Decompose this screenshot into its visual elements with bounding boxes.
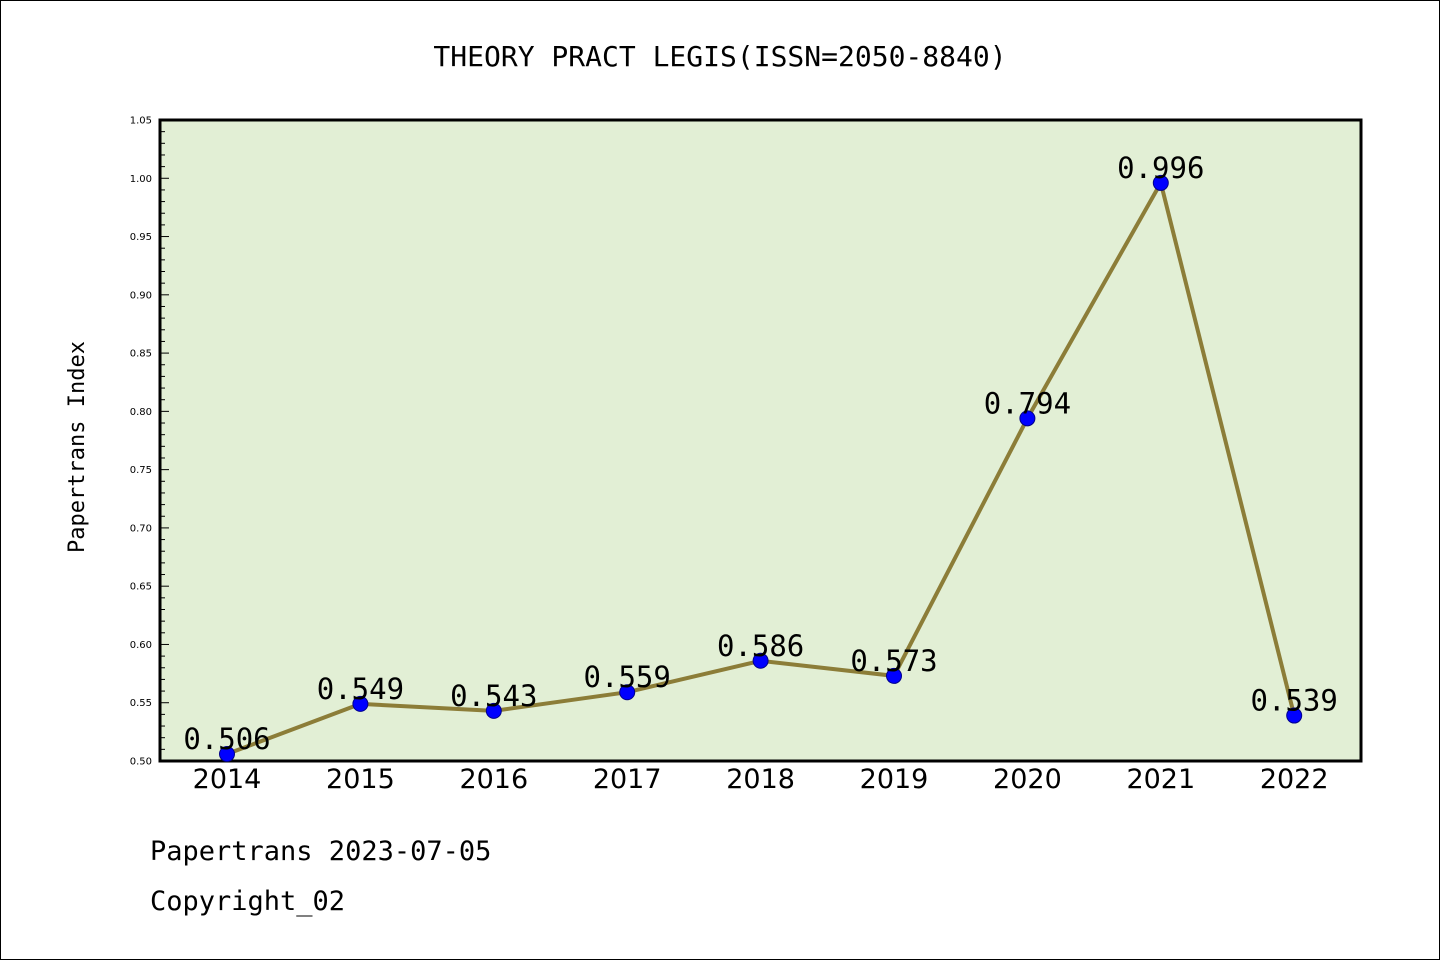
data-label: 0.539 <box>1251 684 1338 718</box>
markers <box>219 174 1303 763</box>
data-label: 0.573 <box>850 644 937 678</box>
data-point <box>886 667 902 684</box>
data-point <box>352 695 369 712</box>
x-tick-label: 2018 <box>726 764 795 795</box>
y-tick-label: 0.95 <box>130 232 152 243</box>
data-label: 0.506 <box>183 722 270 756</box>
x-tick-label: 2019 <box>860 764 929 795</box>
data-point <box>219 746 235 763</box>
x-tick-label: 2015 <box>326 764 395 795</box>
y-tick-label: 1.00 <box>130 174 152 185</box>
data-point <box>1152 174 1169 191</box>
y-tick-label: 0.60 <box>130 640 152 651</box>
y-tick-label: 0.65 <box>130 582 152 593</box>
x-tick-label: 2022 <box>1260 764 1329 795</box>
chart-title: THEORY PRACT LEGIS(ISSN=2050-8840) <box>433 40 1006 73</box>
data-point <box>1019 410 1036 427</box>
data-point <box>1286 707 1303 724</box>
data-label: 0.586 <box>717 629 804 663</box>
data-point <box>485 702 502 719</box>
y-tick-label: 0.55 <box>130 698 152 709</box>
data-labels: 0.506 0.549 0.543 0.559 0.586 0.573 0.794 0.996… <box>183 151 1338 756</box>
x-tick-label: 2021 <box>1126 764 1195 795</box>
data-label: 0.794 <box>984 386 1071 420</box>
x-tick-label: 2020 <box>993 764 1062 795</box>
footer-date: Papertrans 2023-07-05 <box>150 836 492 867</box>
y-tick-label: 0.75 <box>130 465 152 476</box>
y-axis-label: Papertrans Index <box>65 341 90 553</box>
data-label: 0.996 <box>1117 151 1204 185</box>
footer-copyright: Copyright_02 <box>150 886 346 917</box>
data-label: 0.543 <box>450 679 537 713</box>
data-label: 0.549 <box>317 672 404 706</box>
data-point <box>752 652 769 669</box>
data-label: 0.559 <box>584 660 671 694</box>
y-axis: 0.50 0.55 0.60 0.65 0.70 0.75 0.80 0.85 0.90 0.95… <box>130 116 169 768</box>
y-tick-label: 0.90 <box>130 290 152 301</box>
x-tick-label: 2017 <box>593 764 662 795</box>
y-tick-label: 1.05 <box>130 116 152 127</box>
data-point <box>619 684 636 701</box>
y-tick-label: 0.80 <box>130 407 152 418</box>
y-tick-label: 0.70 <box>130 523 152 534</box>
y-tick-label: 0.50 <box>130 757 152 768</box>
x-axis: 2014 2015 2016 2017 2018 2019 2020 2021 2022 <box>193 764 1329 795</box>
x-tick-label: 2014 <box>193 764 262 795</box>
x-tick-label: 2016 <box>459 764 528 795</box>
y-tick-label: 0.85 <box>130 349 152 360</box>
